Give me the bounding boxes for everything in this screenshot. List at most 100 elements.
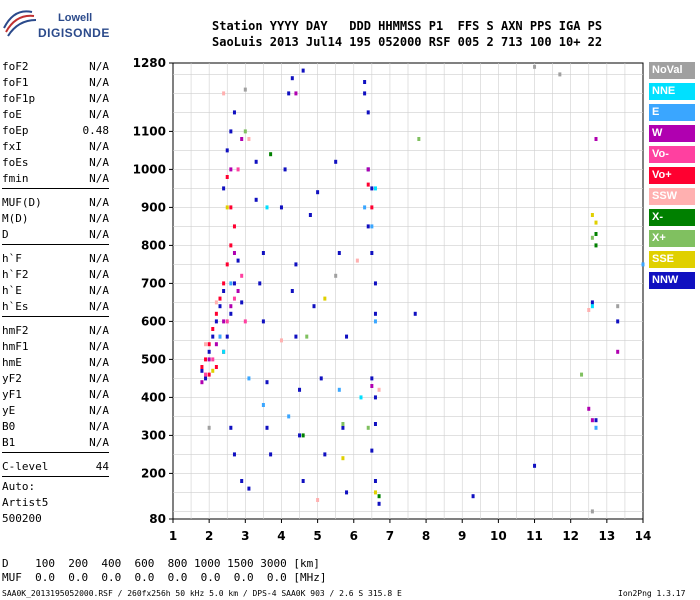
auto-code: 500200 <box>2 512 42 525</box>
data-point-w <box>229 167 233 172</box>
data-point-sse <box>373 490 377 495</box>
x-tick-label: 13 <box>598 529 615 543</box>
parameter-separator <box>2 316 109 317</box>
data-point-nnw <box>269 452 273 457</box>
parameter-value: N/A <box>89 324 109 337</box>
muf-row: MUF 0.0 0.0 0.0 0.0 0.0 0.0 0.0 0.0 [MHz… <box>2 571 327 584</box>
data-point-sse <box>341 456 345 461</box>
x-tick-label: 8 <box>422 529 430 543</box>
data-point-w <box>587 406 591 411</box>
data-point-x- <box>366 425 370 430</box>
parameter-row: h`F N/A <box>2 251 109 267</box>
data-point-nnw <box>232 281 236 286</box>
parameter-separator <box>2 244 109 245</box>
data-point-nnw <box>229 129 233 134</box>
legend-item: E <box>649 104 695 121</box>
parameter-row: B0 N/A <box>2 419 109 435</box>
data-point-nnw <box>316 190 320 195</box>
data-point-nnw <box>283 167 287 172</box>
data-point-nnw <box>594 418 598 423</box>
data-point-ssw <box>316 498 320 502</box>
legend-item: NoVal <box>649 62 695 79</box>
parameter-row: foEs N/A <box>2 155 109 171</box>
data-point-nnw <box>533 463 537 468</box>
data-point-nnw <box>290 76 294 81</box>
header-row-1: Station YYYY DAY DDD HHMMSS P1 FFS S AXN… <box>212 19 603 33</box>
parameter-name: hmE <box>2 356 22 369</box>
data-point-noval <box>590 509 594 514</box>
data-point-nnw <box>373 281 377 286</box>
data-point-nnw <box>471 494 475 499</box>
parameter-name: fmin <box>2 172 29 185</box>
data-point-nnw <box>265 380 269 385</box>
data-point-nnw <box>319 376 323 381</box>
data-point-nnw <box>377 501 381 506</box>
parameter-name: C-level <box>2 460 49 473</box>
data-point-nnw <box>373 479 377 483</box>
data-point-w <box>232 251 236 255</box>
parameter-value: N/A <box>89 196 109 209</box>
data-point-nnw <box>370 376 374 381</box>
parameter-value: N/A <box>89 172 109 185</box>
data-point-x- <box>590 235 594 240</box>
data-point-noval <box>533 64 537 69</box>
data-point-nnw <box>370 448 374 453</box>
data-point-nne <box>222 349 226 354</box>
x-tick-label: 7 <box>386 529 394 543</box>
x-tick-label: 10 <box>490 529 507 543</box>
logo-line1: Lowell <box>58 12 93 24</box>
data-point-e <box>261 403 265 407</box>
parameter-row: foF2 N/A <box>2 59 109 75</box>
parameter-value: N/A <box>89 252 109 265</box>
data-point-nnw <box>413 311 417 316</box>
parameter-row: MUF(D) N/A <box>2 195 109 211</box>
data-point-nnw <box>345 334 349 339</box>
parameter-separator <box>2 476 109 477</box>
data-point-nnw <box>373 422 377 426</box>
data-point-nnw <box>370 186 374 191</box>
data-point-x- <box>243 129 247 134</box>
data-point-x- <box>594 232 598 236</box>
data-point-vo- <box>218 296 222 301</box>
y-tick-label: 200 <box>141 466 166 480</box>
data-point-nnw <box>298 387 302 392</box>
parameter-row: B1 N/A <box>2 435 109 451</box>
parameter-value: N/A <box>89 436 109 449</box>
parameter-name: B1 <box>2 436 16 449</box>
parameter-value: N/A <box>89 212 109 225</box>
data-point-nnw <box>323 452 327 457</box>
parameter-name: h`Es <box>2 300 29 313</box>
legend-item: NNW <box>649 272 695 289</box>
data-point-nnw <box>200 368 204 373</box>
x-tick-label: 4 <box>277 529 285 543</box>
data-point-nnw <box>207 349 211 354</box>
data-point-nnw <box>334 159 338 164</box>
x-tick-label: 11 <box>526 529 543 543</box>
data-point-nnw <box>254 197 258 202</box>
data-point-nnw <box>261 251 265 255</box>
parameter-name: M(D) <box>2 212 29 225</box>
footer-right: Ion2Png 1.3.17 <box>618 589 686 598</box>
data-point-e <box>287 414 291 419</box>
data-point-nnw <box>225 148 229 153</box>
x-tick-label: 9 <box>458 529 466 543</box>
parameter-name: foE <box>2 108 22 121</box>
parameter-row: foF1p N/A <box>2 91 109 107</box>
data-point-noval <box>334 273 338 278</box>
parameter-panel: foF2 N/A foF1 N/A foF1p N/A foE N/A foEp 0.48 fxI N… <box>0 0 112 600</box>
data-point-vo- <box>243 319 247 324</box>
data-point-x- <box>301 433 305 438</box>
parameter-name: foF1p <box>2 92 36 105</box>
data-point-e <box>641 262 645 267</box>
data-point-nnw <box>218 304 222 309</box>
x-tick-label: 3 <box>241 529 249 543</box>
data-point-nnw <box>254 159 258 164</box>
data-point-nnw <box>236 258 240 263</box>
data-point-nnw <box>363 80 367 84</box>
data-point-vo- <box>222 281 226 286</box>
parameter-row: hmE N/A <box>2 355 109 371</box>
x-tick-label: 6 <box>350 529 358 543</box>
parameter-value: N/A <box>89 76 109 89</box>
data-point-vo- <box>214 365 218 369</box>
data-point-nnw <box>229 311 233 316</box>
